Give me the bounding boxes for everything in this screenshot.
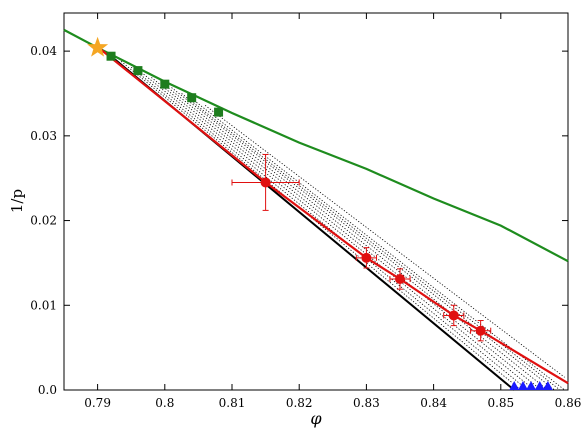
- triangle-marker: [517, 381, 528, 390]
- dotted-line: [204, 105, 565, 378]
- x-tick-label: 0.8: [155, 396, 174, 410]
- y-tick-label: 0.0: [38, 383, 57, 397]
- x-axis-label: φ: [310, 409, 322, 428]
- x-tick-label: 0.84: [420, 396, 447, 410]
- y-axis-label: 1/p: [8, 189, 26, 213]
- series-line: [96, 46, 569, 385]
- dotted-line: [151, 77, 542, 391]
- square-marker: [187, 93, 197, 103]
- dotted-line: [171, 87, 555, 391]
- x-tick-label: 0.79: [84, 396, 111, 410]
- data-point: [361, 252, 372, 263]
- triangle-marker: [534, 381, 545, 390]
- dotted-lines: [120, 60, 565, 391]
- data-point: [448, 310, 459, 321]
- dotted-line: [191, 98, 565, 391]
- dotted-line: [161, 82, 549, 391]
- triangle-marker: [509, 381, 520, 390]
- triangle-marker: [526, 381, 537, 390]
- dotted-line: [181, 93, 561, 391]
- triangle-marker: [542, 381, 553, 390]
- dotted-line: [141, 71, 535, 391]
- dotted-line: [130, 66, 528, 391]
- y-tick-label: 0.04: [30, 44, 57, 58]
- y-tick-label: 0.03: [30, 129, 57, 143]
- square-marker: [106, 51, 116, 61]
- x-tick-label: 0.83: [353, 396, 380, 410]
- square-marker: [160, 79, 170, 89]
- plot-area: 0.79 0.8 0.81 0.82 0.83 0.84 0.85 0.86 0.0 0.01 0.…: [30, 12, 581, 410]
- series: [63, 28, 569, 391]
- x-tick-label: 0.82: [286, 396, 313, 410]
- data-point: [475, 325, 486, 336]
- square-marker: [133, 66, 143, 76]
- data-point: [260, 177, 271, 188]
- star-marker: [87, 36, 109, 57]
- ticks: 0.79 0.8 0.81 0.82 0.83 0.84 0.85 0.86 0.0 0.01 0.…: [30, 13, 581, 410]
- x-tick-label: 0.86: [555, 396, 581, 410]
- y-tick-label: 0.01: [30, 298, 57, 312]
- plot-frame: [63, 12, 569, 391]
- dotted-line: [120, 60, 522, 391]
- y-tick-label: 0.02: [30, 214, 57, 228]
- data-point: [395, 274, 405, 285]
- x-tick-label: 0.85: [487, 396, 514, 410]
- x-tick-label: 0.81: [219, 396, 246, 410]
- series-line: [63, 28, 569, 263]
- square-marker: [214, 107, 224, 117]
